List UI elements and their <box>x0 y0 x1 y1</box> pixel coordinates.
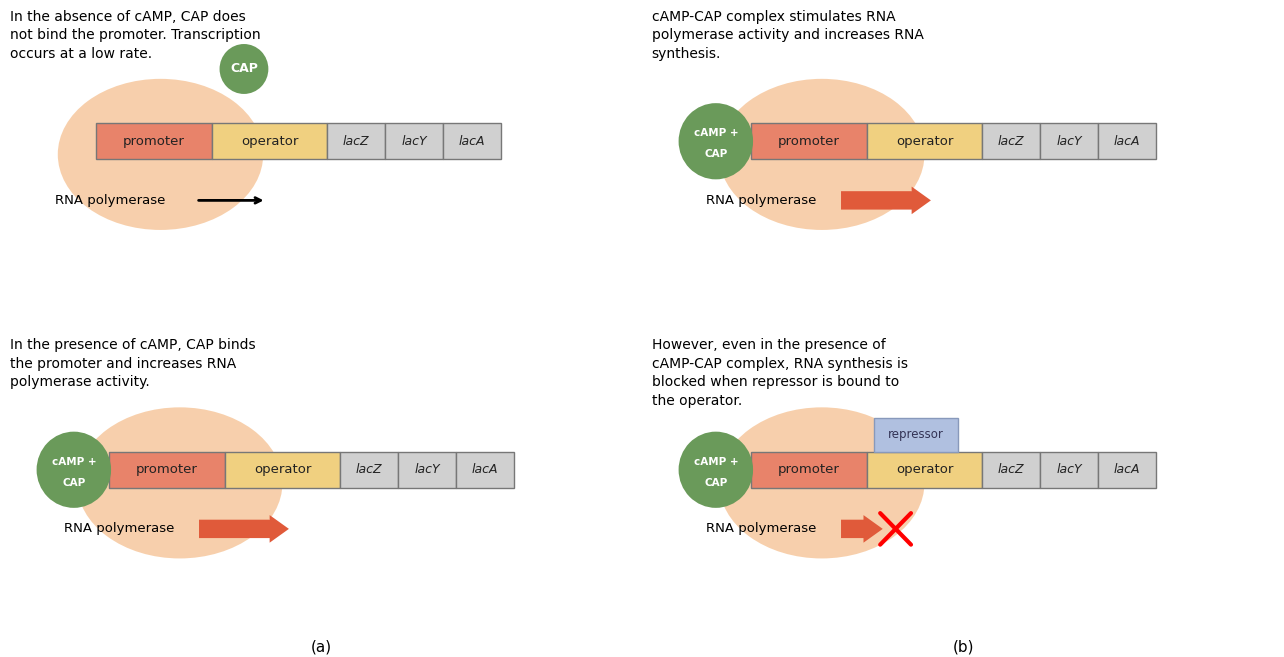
Text: RNA polymerase: RNA polymerase <box>64 522 175 535</box>
FancyArrow shape <box>841 515 883 543</box>
Text: lacY: lacY <box>402 135 426 148</box>
Circle shape <box>678 103 752 179</box>
Text: RNA polymerase: RNA polymerase <box>706 522 817 535</box>
Text: However, even in the presence of
cAMP-CAP complex, RNA synthesis is
blocked when: However, even in the presence of cAMP-CA… <box>651 338 908 407</box>
Bar <box>327 124 385 160</box>
Bar <box>1040 452 1098 487</box>
Text: RNA polymerase: RNA polymerase <box>54 194 164 207</box>
Text: lacZ: lacZ <box>356 463 383 476</box>
Text: promoter: promoter <box>123 135 185 148</box>
Text: CAP: CAP <box>62 478 86 488</box>
Circle shape <box>36 432 110 508</box>
Bar <box>109 452 225 487</box>
Text: cAMP +: cAMP + <box>693 128 738 139</box>
Text: promoter: promoter <box>778 135 840 148</box>
Text: lacZ: lacZ <box>343 135 370 148</box>
Text: promoter: promoter <box>136 463 198 476</box>
Text: cAMP-CAP complex stimulates RNA
polymerase activity and increases RNA
synthesis.: cAMP-CAP complex stimulates RNA polymera… <box>651 10 923 60</box>
Text: (b): (b) <box>953 640 973 654</box>
Bar <box>340 452 398 487</box>
Ellipse shape <box>719 79 924 230</box>
Bar <box>1098 452 1156 487</box>
Bar <box>982 452 1040 487</box>
Text: RNA polymerase: RNA polymerase <box>706 194 817 207</box>
Bar <box>456 452 514 487</box>
Text: lacZ: lacZ <box>998 135 1025 148</box>
Text: lacA: lacA <box>1113 135 1140 148</box>
Text: operator: operator <box>241 135 298 148</box>
Text: lacY: lacY <box>415 463 439 476</box>
Bar <box>212 124 327 160</box>
Ellipse shape <box>77 407 282 558</box>
Bar <box>751 124 867 160</box>
Text: operator: operator <box>254 463 311 476</box>
FancyArrow shape <box>199 515 289 543</box>
Text: lacA: lacA <box>458 135 485 148</box>
Text: lacY: lacY <box>1057 135 1081 148</box>
Circle shape <box>220 44 268 94</box>
Text: lacY: lacY <box>1057 463 1081 476</box>
Text: (a): (a) <box>311 640 331 654</box>
Bar <box>867 124 982 160</box>
Bar <box>982 124 1040 160</box>
Bar <box>1040 124 1098 160</box>
Text: cAMP +: cAMP + <box>51 457 96 467</box>
Bar <box>96 124 212 160</box>
Bar <box>398 452 456 487</box>
Text: CAP: CAP <box>704 149 728 160</box>
Bar <box>443 124 501 160</box>
Text: promoter: promoter <box>778 463 840 476</box>
Text: lacZ: lacZ <box>998 463 1025 476</box>
Bar <box>1098 124 1156 160</box>
Bar <box>385 124 443 160</box>
Text: CAP: CAP <box>704 478 728 488</box>
Bar <box>874 418 958 452</box>
Text: In the presence of cAMP, CAP binds
the promoter and increases RNA
polymerase act: In the presence of cAMP, CAP binds the p… <box>10 338 256 389</box>
Text: CAP: CAP <box>230 62 258 76</box>
Circle shape <box>678 432 752 508</box>
Text: lacA: lacA <box>471 463 498 476</box>
FancyArrow shape <box>841 187 931 214</box>
Ellipse shape <box>58 79 263 230</box>
Text: lacA: lacA <box>1113 463 1140 476</box>
Bar <box>751 452 867 487</box>
Bar <box>867 452 982 487</box>
Text: operator: operator <box>896 135 953 148</box>
Ellipse shape <box>719 407 924 558</box>
Text: In the absence of cAMP, CAP does
not bind the promoter. Transcription
occurs at : In the absence of cAMP, CAP does not bin… <box>10 10 261 60</box>
Bar <box>225 452 340 487</box>
Text: operator: operator <box>896 463 953 476</box>
Text: cAMP +: cAMP + <box>693 457 738 467</box>
Text: repressor: repressor <box>889 428 944 441</box>
